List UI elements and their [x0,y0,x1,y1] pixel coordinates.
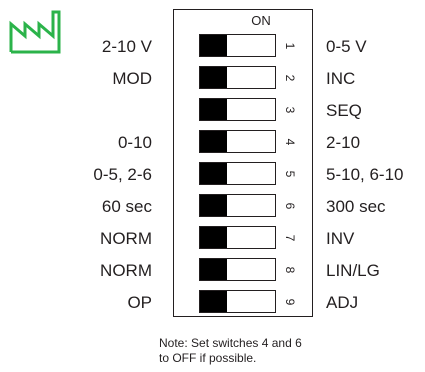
switch-9-knob [200,291,227,312]
switch-7-knob [200,227,227,248]
switch-1-on-label: 0-5 V [326,37,367,56]
dip-switch-7[interactable] [199,226,276,249]
switch-5-off-label: 0-5, 2-6 [93,165,152,184]
switch-8-number: 8 [283,266,297,274]
on-label: ON [251,13,271,28]
switch-5-number: 5 [283,170,297,178]
switch-4-number: 4 [283,138,297,146]
switch-8-knob [200,259,227,280]
switch-7-on-label: INV [326,229,355,248]
switch-row-9: OP 9 ADJ [0,290,425,322]
switch-2-knob [200,67,227,88]
note-text: Note: Set switches 4 and 6 to OFF if pos… [159,336,302,366]
switch-6-on-label: 300 sec [326,197,386,216]
switch-7-number: 7 [283,234,297,242]
dip-switch-4[interactable] [199,130,276,153]
switch-8-on-label: LIN/LG [326,261,380,280]
dip-switch-5[interactable] [199,162,276,185]
switch-1-off-label: 2-10 V [101,37,152,56]
switch-2-number: 2 [283,74,297,82]
switch-row-7: NORM 7 INV [0,226,425,258]
dip-switch-8[interactable] [199,258,276,281]
note-line-2: to OFF if possible. [159,351,257,365]
switch-1-number: 1 [283,42,297,50]
switch-row-2: MOD 2 INC [0,66,425,98]
switch-row-8: NORM 8 LIN/LG [0,258,425,290]
switch-5-knob [200,163,227,184]
switch-7-off-label: NORM [100,229,152,248]
switch-5-on-label: 5-10, 6-10 [326,165,404,184]
switch-6-knob [200,195,227,216]
switch-row-3: 3 SEQ [0,98,425,130]
switch-3-number: 3 [283,106,297,114]
switch-9-number: 9 [283,298,297,306]
switch-9-off-label: OP [127,293,152,312]
note-line-1: Note: Set switches 4 and 6 [159,336,302,350]
dip-switch-9[interactable] [199,290,276,313]
switch-2-off-label: MOD [112,69,152,88]
dip-switch-6[interactable] [199,194,276,217]
switch-4-on-label: 2-10 [326,133,361,152]
switch-3-on-label: SEQ [326,101,362,120]
switch-6-number: 6 [283,202,297,210]
switch-row-5: 0-5, 2-6 5 5-10, 6-10 [0,162,425,194]
dip-switch-1[interactable] [199,34,276,57]
switch-4-knob [200,131,227,152]
switch-4-off-label: 0-10 [117,133,152,152]
switch-1-knob [200,35,227,56]
switch-row-4: 0-10 4 2-10 [0,130,425,162]
switch-3-knob [200,99,227,120]
switch-row-6: 60 sec 6 300 sec [0,194,425,226]
switch-row-1: 2-10 V 1 0-5 V [0,34,425,66]
dip-switch-3[interactable] [199,98,276,121]
switch-9-on-label: ADJ [326,293,359,312]
switch-6-off-label: 60 sec [101,197,152,216]
factory-icon [9,10,61,54]
switch-8-off-label: NORM [100,261,152,280]
dip-switch-2[interactable] [199,66,276,89]
switch-2-on-label: INC [326,69,356,88]
